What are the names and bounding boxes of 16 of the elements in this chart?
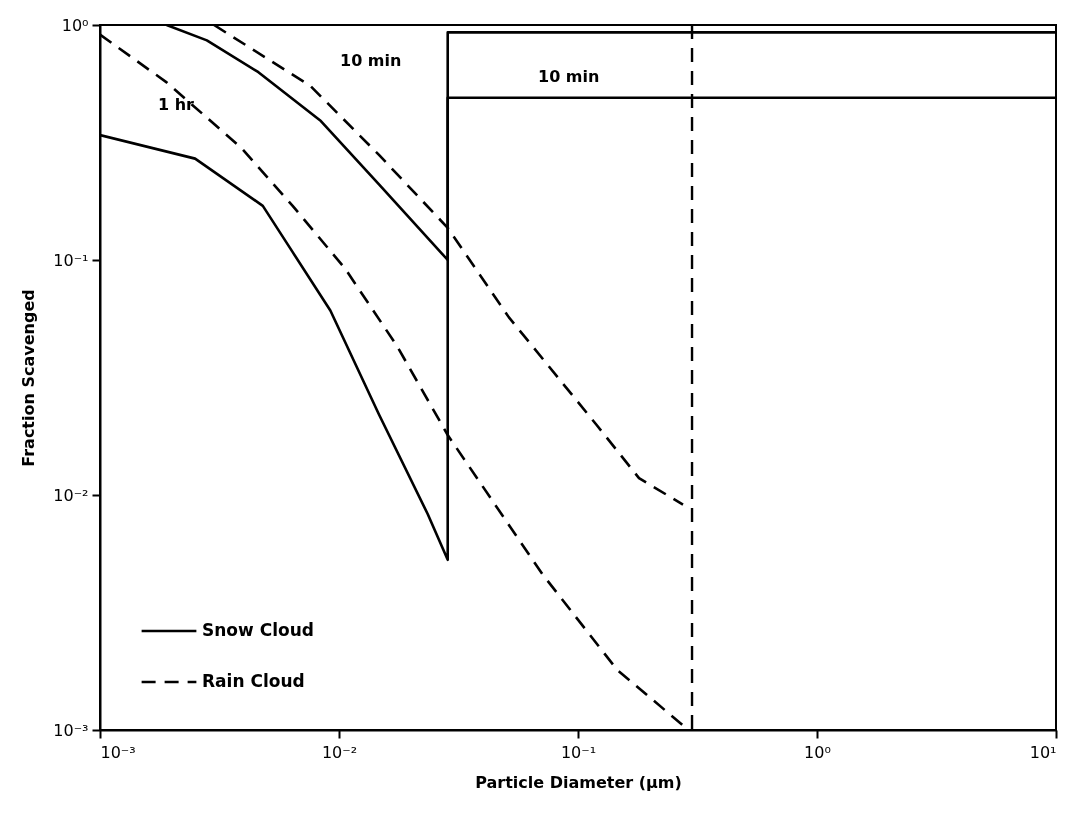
y-axis-title: Fraction Scavenged <box>19 289 39 467</box>
legend-label: Rain Cloud <box>202 671 305 691</box>
annotation: 1 hr <box>158 95 195 114</box>
y-tick-label: 10⁰ <box>61 15 89 35</box>
x-tick-label: 10⁻¹ <box>560 742 597 762</box>
y-tick-label: 10⁻¹ <box>53 250 89 270</box>
y-tick-label: 10⁻² <box>53 485 89 505</box>
y-tick-label: 10⁻³ <box>53 720 89 740</box>
x-tick-label: 10⁻² <box>321 742 358 762</box>
x-tick-label: 10⁰ <box>804 742 831 762</box>
x-tick-label: 10⁻³ <box>100 742 136 762</box>
legend-label: Snow Cloud <box>202 620 314 640</box>
annotation: 10 min <box>340 51 402 70</box>
x-axis-title: Particle Diameter (μm) <box>475 772 682 792</box>
x-tick-label: 10¹ <box>1029 742 1057 762</box>
annotation: 10 min <box>538 67 600 86</box>
